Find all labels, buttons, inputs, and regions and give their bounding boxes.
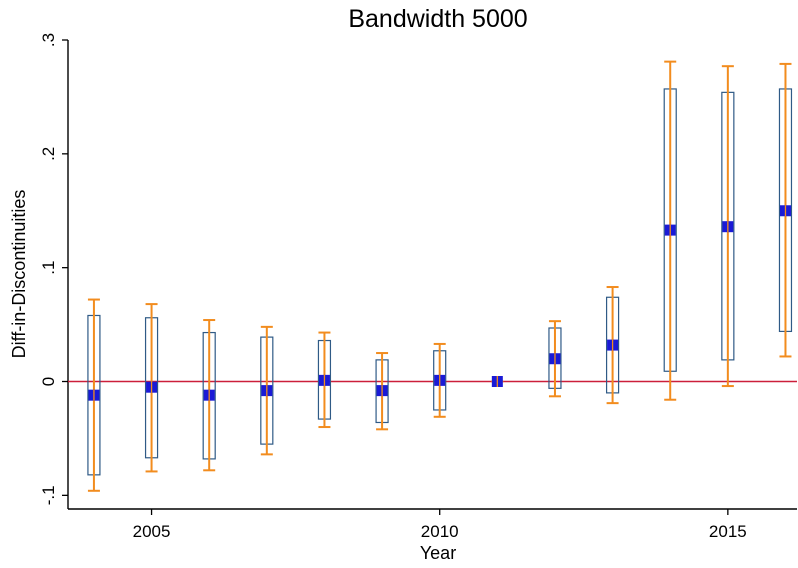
- y-tick-label: .1: [39, 261, 58, 275]
- x-axis-title: Year: [420, 543, 456, 563]
- x-tick-label: 2005: [133, 522, 171, 541]
- x-tick-label: 2010: [421, 522, 459, 541]
- chart-title: Bandwidth 5000: [348, 5, 527, 33]
- y-tick-label: .2: [39, 147, 58, 161]
- x-tick-label: 2015: [709, 522, 747, 541]
- y-tick-label: 0: [39, 377, 58, 386]
- y-tick-label: .3: [39, 33, 58, 47]
- plot-area: -.1 0 .1 .2 .3 2005 2010 2015: [39, 33, 797, 541]
- y-tick-label: -.1: [39, 485, 58, 505]
- y-axis-title: Diff-in-Discontinuities: [9, 190, 29, 359]
